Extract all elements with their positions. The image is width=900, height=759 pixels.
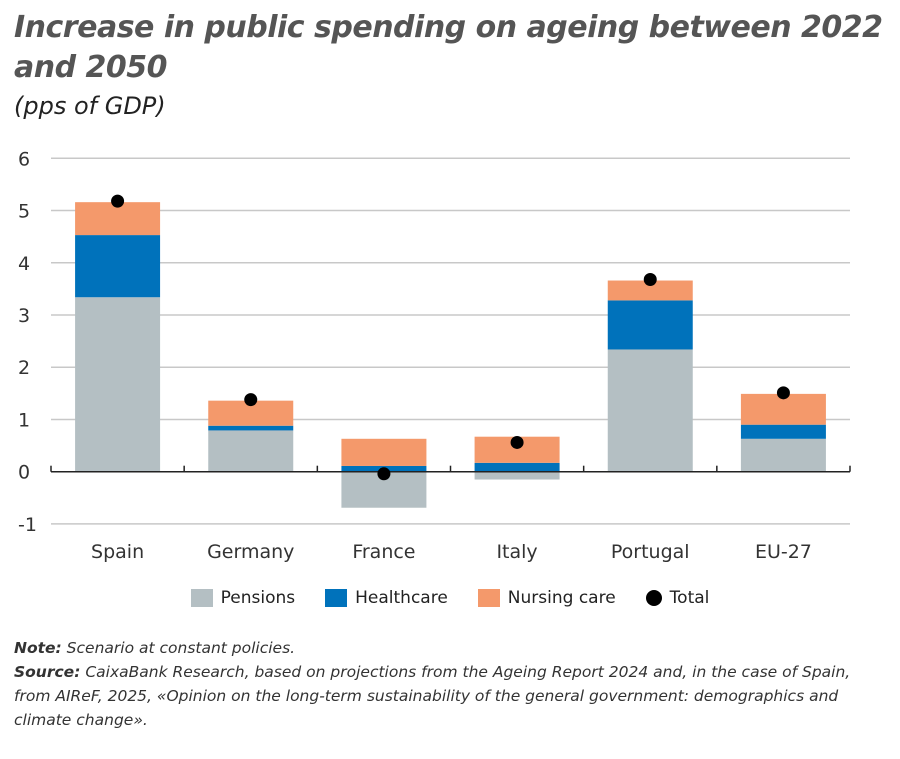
bar-pensions bbox=[740, 438, 826, 472]
chart-title: Increase in public spending on ageing be… bbox=[14, 10, 883, 85]
legend-label: Healthcare bbox=[355, 588, 448, 608]
legend-label: Pensions bbox=[220, 588, 296, 608]
x-tick-label: Germany bbox=[207, 541, 294, 563]
total-point bbox=[111, 194, 125, 208]
y-tick-label: 3 bbox=[18, 305, 30, 327]
legend-swatch bbox=[190, 589, 213, 607]
legend: Pensions Healthcare Nursing care Total bbox=[0, 588, 900, 608]
bar-healthcare bbox=[607, 300, 693, 350]
total-point bbox=[377, 467, 391, 481]
bar-nursing-care bbox=[607, 280, 693, 301]
legend-label: Total bbox=[669, 588, 710, 608]
bar-pensions bbox=[75, 297, 161, 472]
x-tick-label: Portugal bbox=[611, 541, 690, 563]
legend-dot bbox=[645, 590, 662, 606]
y-tick-label: 4 bbox=[18, 253, 30, 275]
legend-pensions: Pensions bbox=[190, 588, 296, 608]
bar-pensions bbox=[474, 471, 560, 480]
bar-pensions bbox=[607, 349, 693, 472]
legend-swatch bbox=[325, 589, 348, 607]
bar-nursing-care bbox=[75, 202, 161, 236]
bar-healthcare bbox=[208, 425, 294, 431]
legend-swatch bbox=[477, 589, 500, 607]
total-point bbox=[643, 272, 657, 286]
legend-nursing-care: Nursing care bbox=[477, 588, 616, 608]
bar-chart: -1 0 1 2 3 4 5 6 Spain Germany France Italy Portugal… bbox=[18, 148, 851, 563]
bar-pensions bbox=[208, 430, 294, 472]
bar-healthcare bbox=[474, 462, 560, 472]
y-tick-label: 0 bbox=[18, 462, 30, 484]
legend-healthcare: Healthcare bbox=[325, 588, 448, 608]
y-tick-label: 5 bbox=[18, 201, 30, 223]
chart-subtitle: (pps of GDP) bbox=[14, 92, 166, 120]
y-tick-label: -1 bbox=[18, 514, 37, 536]
y-tick-label: 2 bbox=[18, 357, 30, 379]
legend-total: Total bbox=[645, 588, 710, 608]
source: Source: CaixaBank Research, based on pro… bbox=[14, 663, 851, 729]
x-tick-label: Spain bbox=[91, 541, 144, 563]
bar-healthcare bbox=[75, 235, 161, 298]
total-point bbox=[776, 386, 790, 400]
y-tick-label: 1 bbox=[18, 409, 30, 431]
notes: Note: Scenario at constant policies. Sou… bbox=[14, 636, 874, 732]
bar-nursing-care bbox=[341, 438, 427, 466]
legend-label: Nursing care bbox=[507, 588, 616, 608]
note: Note: Scenario at constant policies. bbox=[14, 639, 296, 657]
y-tick-label: 6 bbox=[18, 148, 30, 170]
total-point bbox=[244, 393, 258, 407]
bar-healthcare bbox=[740, 424, 826, 439]
x-tick-label: EU-27 bbox=[755, 541, 812, 563]
x-tick-label: Italy bbox=[496, 541, 537, 563]
x-tick-label: France bbox=[352, 541, 415, 563]
total-point bbox=[510, 435, 524, 449]
